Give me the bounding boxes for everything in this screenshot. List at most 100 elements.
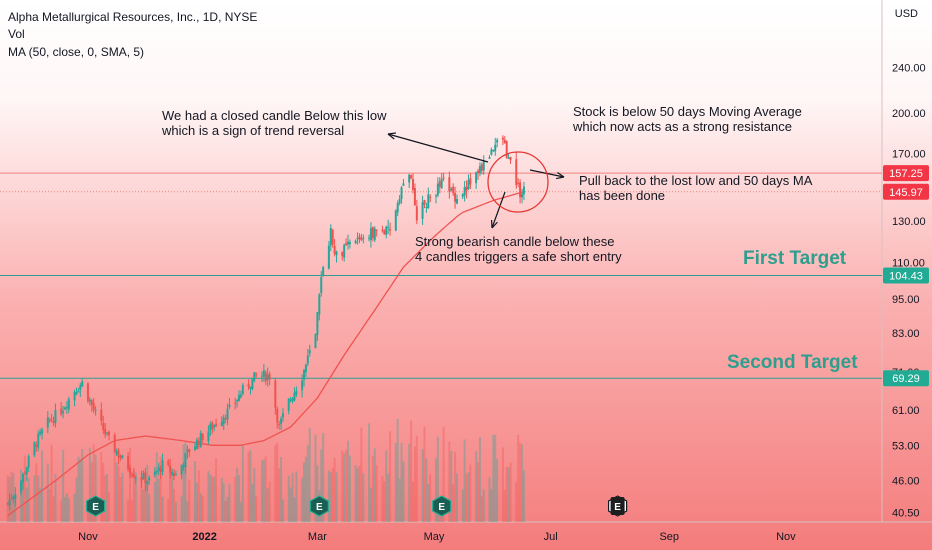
candle-body: [383, 230, 386, 235]
note-line: which now acts as a strong resistance: [573, 119, 792, 134]
candle-body: [173, 473, 175, 476]
candle-body: [262, 370, 265, 377]
candle-body: [88, 399, 91, 402]
volume-bar: [239, 501, 242, 522]
volume-bar: [215, 458, 218, 522]
candle-body: [14, 494, 17, 499]
candle-body: [396, 202, 399, 213]
note-below-ma: Stock is below 50 days Moving Average wh…: [573, 104, 802, 134]
volume-bar: [373, 448, 376, 522]
volume-bar: [119, 476, 122, 522]
candle-body: [171, 471, 174, 475]
candle-body: [100, 409, 103, 421]
volume-bar: [521, 444, 523, 522]
candle-body: [121, 455, 124, 458]
volume-bar: [247, 451, 250, 522]
earnings-icon-bg: [610, 497, 625, 515]
volume-bar: [501, 447, 504, 522]
candle-body: [104, 428, 107, 435]
note-line: 4 candles triggers a safe short entry: [415, 249, 622, 264]
candle-body: [255, 374, 258, 376]
candle-body: [33, 442, 36, 456]
symbol-title[interactable]: Alpha Metallurgical Resources, Inc., 1D,…: [8, 10, 258, 24]
candle-body: [236, 400, 239, 402]
candle-body: [496, 139, 499, 143]
volume-bar: [303, 462, 306, 522]
volume-bar: [255, 496, 258, 522]
note-trend-reversal: We had a closed candle Below this low wh…: [162, 108, 387, 138]
volume-bar: [238, 475, 241, 522]
candle-body: [427, 194, 430, 209]
candle-body: [434, 195, 437, 197]
volume-bar: [427, 484, 430, 522]
candle-body: [50, 419, 53, 421]
volume-bar: [140, 479, 143, 522]
candle-body: [92, 402, 95, 410]
volume-bar: [264, 456, 267, 522]
volume-bar: [482, 489, 485, 522]
volume-bar: [174, 501, 177, 522]
candle-body: [412, 179, 415, 190]
volume-bar: [167, 498, 170, 522]
volume-bar: [121, 472, 124, 522]
price-tag-bg: [883, 267, 929, 284]
candle-body: [60, 408, 63, 415]
candle-body: [253, 372, 256, 381]
candle-body: [113, 434, 116, 453]
volume-bar: [343, 453, 346, 522]
volume-bar: [331, 468, 334, 522]
volume-bar: [260, 460, 263, 522]
volume-bar: [358, 465, 361, 522]
candle-body: [519, 182, 522, 198]
volume-bar: [410, 420, 413, 522]
volume-bar: [347, 440, 349, 522]
volume-indicator-label[interactable]: Vol: [8, 27, 25, 41]
ma-indicator-label[interactable]: MA (50, close, 0, SMA, 5): [8, 45, 145, 59]
candle-body: [278, 423, 281, 425]
price-tag-bg: [883, 370, 929, 387]
candle-body: [195, 439, 198, 449]
candle-body: [333, 245, 336, 254]
volume-bar: [356, 468, 359, 522]
volume-bar: [37, 475, 40, 522]
candle-body: [247, 383, 250, 388]
candle-body: [199, 433, 202, 448]
candle-body: [54, 410, 57, 424]
volume-bar: [322, 432, 325, 522]
volume-bar: [73, 493, 76, 522]
candle-body: [429, 196, 432, 198]
volume-bar: [62, 449, 65, 522]
candle-body: [521, 193, 523, 198]
candle-body: [146, 481, 149, 485]
volume-bar: [180, 496, 183, 522]
volume-bar: [368, 423, 371, 522]
volume-bar: [492, 434, 495, 522]
price-tick-label: 130.00: [892, 216, 926, 228]
candle-body: [394, 210, 397, 231]
volume-bar: [293, 497, 296, 522]
volume-bar: [173, 489, 175, 522]
candle-body: [345, 243, 348, 246]
candle-body: [234, 402, 237, 404]
time-tick-label: May: [424, 531, 445, 543]
volume-bar: [467, 472, 470, 522]
candle-body: [421, 202, 424, 219]
volume-bar: [327, 470, 330, 522]
candle-body: [62, 411, 65, 414]
candle-body: [280, 418, 283, 424]
volume-bar: [429, 474, 432, 522]
volume-bar: [195, 482, 198, 522]
candle-body: [39, 431, 42, 434]
volume-bar: [224, 500, 227, 522]
candle-body: [492, 149, 495, 151]
volume-bar: [341, 450, 344, 522]
volume-bar: [100, 452, 103, 522]
candle-body: [249, 386, 252, 389]
candle-body: [213, 425, 216, 428]
volume-bar: [226, 496, 229, 522]
candle-body: [358, 236, 361, 239]
volume-bar: [450, 451, 453, 522]
volume-bar: [496, 459, 499, 522]
candle-body: [507, 157, 510, 159]
